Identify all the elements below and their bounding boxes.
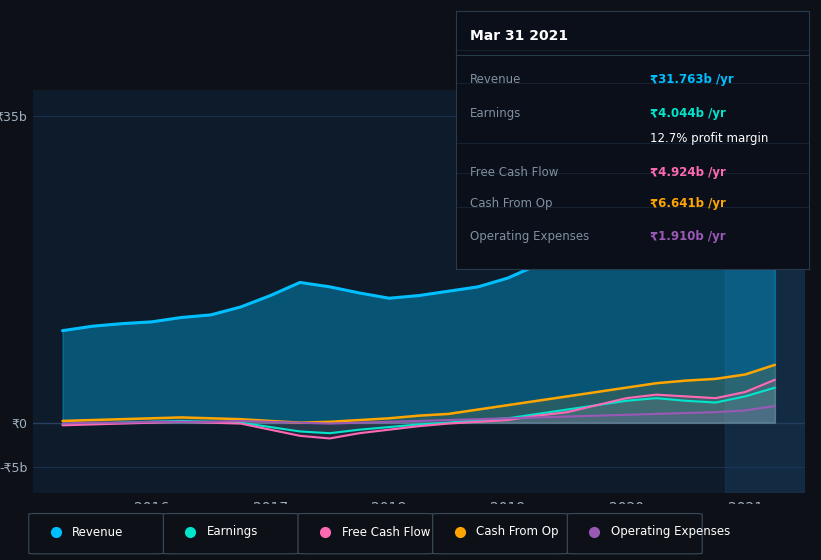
FancyBboxPatch shape [567,514,702,554]
Text: Operating Expenses: Operating Expenses [470,230,589,243]
Text: Cash From Op: Cash From Op [476,525,558,539]
FancyBboxPatch shape [163,514,298,554]
Text: Operating Expenses: Operating Expenses [611,525,730,539]
FancyBboxPatch shape [29,514,163,554]
Text: ₹6.641b /yr: ₹6.641b /yr [650,197,726,209]
Text: Earnings: Earnings [207,525,259,539]
FancyBboxPatch shape [298,514,433,554]
Text: ₹4.044b /yr: ₹4.044b /yr [650,106,726,119]
Text: Cash From Op: Cash From Op [470,197,553,209]
Text: Free Cash Flow: Free Cash Flow [342,525,430,539]
Text: ₹4.924b /yr: ₹4.924b /yr [650,166,726,179]
Text: Revenue: Revenue [72,525,124,539]
Text: Revenue: Revenue [470,73,521,86]
Text: ₹31.763b /yr: ₹31.763b /yr [650,73,734,86]
Text: 12.7% profit margin: 12.7% profit margin [650,132,768,145]
Text: Earnings: Earnings [470,106,521,119]
Text: Mar 31 2021: Mar 31 2021 [470,29,568,43]
FancyBboxPatch shape [433,514,567,554]
Text: ₹1.910b /yr: ₹1.910b /yr [650,230,726,243]
Text: Free Cash Flow: Free Cash Flow [470,166,558,179]
Bar [725,90,805,493]
